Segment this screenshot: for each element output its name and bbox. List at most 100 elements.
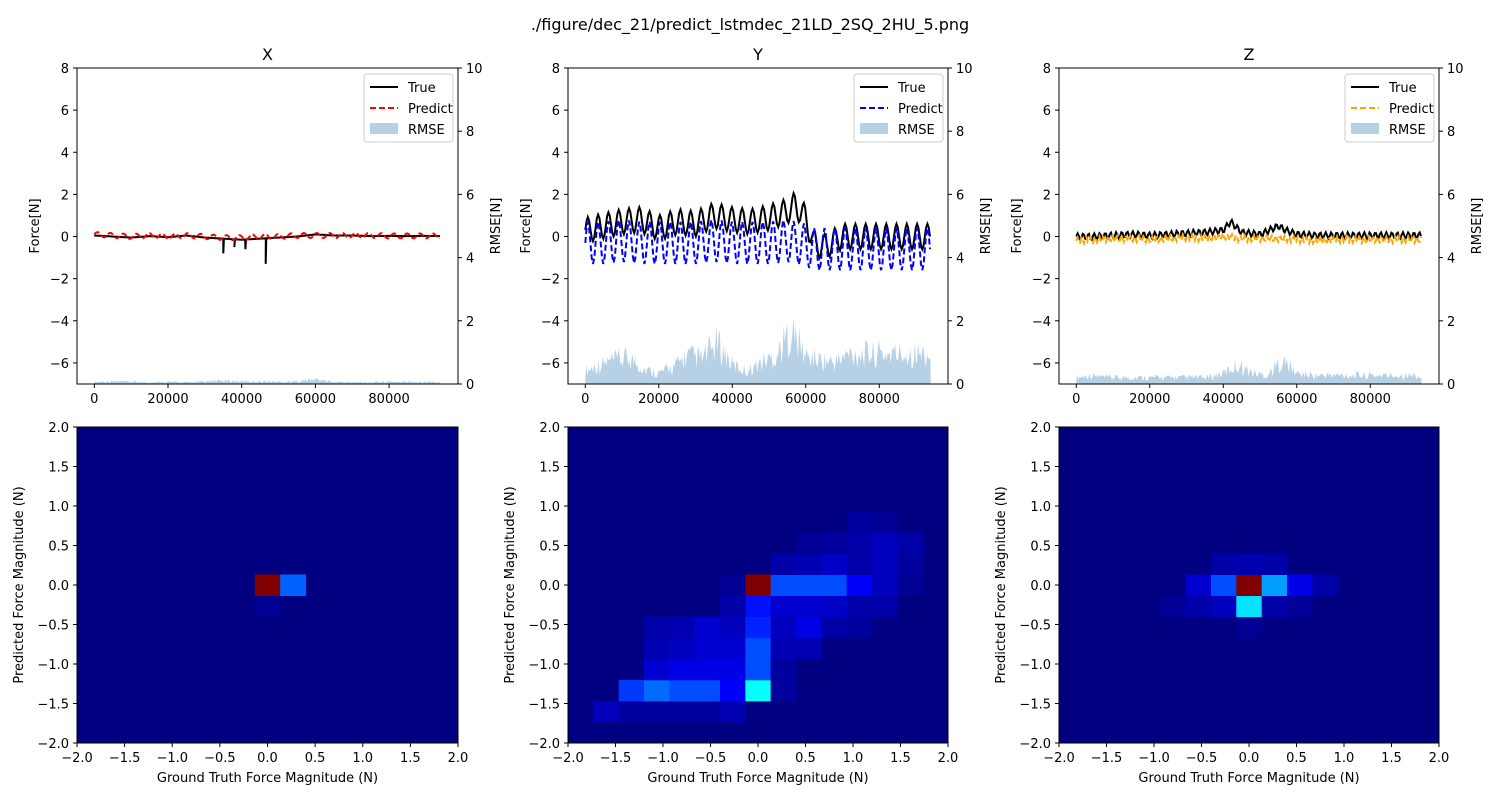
legend-label: Predict — [1389, 102, 1434, 117]
y-tick-label: 6 — [61, 104, 69, 119]
heatmap-cell — [694, 637, 721, 660]
y-tick-label: 8 — [61, 62, 69, 77]
heatmap-cell — [897, 574, 924, 597]
axes-frame — [1058, 67, 1440, 385]
heatmap-cell — [1261, 553, 1288, 575]
heatmap-cell — [644, 616, 670, 639]
y2-axis-label: RMSE[N] — [489, 198, 504, 255]
y2-tick-label: 4 — [466, 252, 474, 267]
heatmap-cell — [770, 595, 797, 618]
x-tick-label: −1.5 — [1091, 751, 1123, 766]
heatmap-cell — [1211, 595, 1237, 618]
y2-tick-label: 0 — [466, 378, 474, 393]
y-tick-label: −0.5 — [1019, 619, 1051, 634]
heatmap-cell — [872, 511, 898, 533]
plot-area — [584, 190, 931, 384]
legend-label: True — [897, 81, 926, 96]
y2-tick-label: 2 — [956, 315, 964, 330]
heatmap-cell — [745, 616, 772, 639]
y-tick-label: 0.5 — [48, 540, 69, 555]
x-axis-label: Ground Truth Force Magnitude (N) — [157, 771, 378, 786]
chart-panel-4: −2.0 −1.5 −1.0 −0.5 0.0 0.5 1.0 1.5 2.0−2.0−1.5−… — [12, 421, 468, 786]
figure-suptitle: ./figure/dec_21/predict_lstmdec_21LD_2SQ… — [531, 15, 969, 35]
x-tick-label: 80000 — [1350, 392, 1391, 407]
y2-tick-label: 6 — [1447, 188, 1455, 203]
y-tick-label: 0.5 — [1030, 540, 1051, 555]
x-tick-label: 0 — [1072, 392, 1080, 407]
legend-label: True — [407, 81, 436, 96]
y-tick-label: −6 — [541, 357, 560, 372]
heatmap-cell — [745, 637, 772, 660]
heatmap-cell — [846, 553, 873, 575]
heatmap-cell — [669, 679, 696, 702]
heatmap-cell — [1261, 574, 1288, 597]
heatmap-cell — [745, 658, 772, 681]
y-axis-label: Force[N] — [1010, 198, 1025, 253]
x-tick-label: 1.0 — [352, 751, 373, 766]
x-tick-label: 2.0 — [448, 751, 469, 766]
y-tick-label: 8 — [1043, 62, 1051, 77]
y-tick-label: 0 — [552, 231, 560, 246]
legend-swatch-rmse — [370, 123, 398, 134]
y2-tick-label: 6 — [956, 188, 964, 203]
y-tick-label: 1.5 — [539, 461, 560, 476]
y-tick-label: 0 — [61, 231, 69, 246]
legend-label: RMSE — [408, 123, 445, 138]
y-tick-label: 0.0 — [48, 579, 69, 594]
heatmap-cell — [846, 511, 873, 533]
x-tick-label: 60000 — [295, 392, 336, 407]
heatmap-cell — [720, 637, 746, 660]
y-tick-label: −1.5 — [528, 698, 560, 713]
x-tick-label: 0.5 — [1286, 751, 1307, 766]
series-predict-line — [584, 219, 931, 271]
heatmap-cell — [821, 574, 848, 597]
x-tick-label: 0.5 — [795, 751, 816, 766]
y2-tick-label: 8 — [466, 125, 474, 140]
heatmap-cell — [694, 679, 721, 702]
y2-tick-label: 10 — [1447, 62, 1464, 77]
y-axis-label: Predicted Force Magnitude (N) — [12, 486, 27, 683]
series-rmse-fill — [94, 378, 441, 384]
y-tick-label: −2.0 — [1019, 737, 1051, 752]
x-tick-label: −1.0 — [156, 751, 188, 766]
heatmap-cell — [694, 616, 721, 639]
x-tick-label: 2.0 — [1429, 751, 1450, 766]
chart-panel-5: −2.0 −1.5 −1.0 −0.5 0.0 0.5 1.0 1.5 2.0−2.0−1.5−… — [503, 421, 958, 786]
heatmap-cell — [846, 616, 873, 639]
legend-label: RMSE — [898, 123, 935, 138]
x-tick-label: 20000 — [638, 392, 679, 407]
heatmap-cell — [1236, 616, 1263, 639]
x-tick-label: 80000 — [368, 392, 409, 407]
legend-swatch-rmse — [1351, 123, 1379, 134]
heatmap-cell — [796, 574, 822, 597]
y2-tick-label: 10 — [466, 62, 483, 77]
heatmap-cell — [846, 595, 873, 618]
heatmap-cell — [618, 679, 645, 702]
heatmap-cell — [1236, 595, 1263, 618]
heatmap-cell — [745, 679, 772, 702]
heatmap-cell — [254, 574, 281, 597]
y-tick-label: 4 — [61, 146, 69, 161]
legend-label: Predict — [408, 102, 453, 117]
x-tick-label: −1.5 — [109, 751, 141, 766]
heatmap-cell — [897, 532, 924, 554]
x-tick-label: 40000 — [1203, 392, 1244, 407]
x-tick-label: 0 — [581, 392, 589, 407]
y-axis-label: Predicted Force Magnitude (N) — [994, 486, 1009, 683]
x-tick-label: 80000 — [859, 392, 900, 407]
heatmap-cell — [669, 637, 696, 660]
y2-axis-label: RMSE[N] — [1470, 198, 1485, 255]
y-tick-label: −1.0 — [1019, 658, 1051, 673]
y-tick-label: 2.0 — [1030, 421, 1051, 436]
y-tick-label: −1.0 — [528, 658, 560, 673]
x-axis-label: Ground Truth Force Magnitude (N) — [647, 771, 868, 786]
heatmap-cell — [821, 616, 848, 639]
panels: X0 20000 40000 60000 80000−6−4−2024680246810… — [12, 45, 1485, 786]
chart-panel-2: Y 0 20000 40000 60000 80000 −6 −4 −2 0 2 4 6 8 0 2 4 6 8 10… — [519, 45, 994, 407]
x-tick-label: 40000 — [221, 392, 262, 407]
y-tick-label: 1.5 — [1030, 461, 1051, 476]
chart-panel-1: X 0 20000 40000 60000 80000 −6 −4 −2 0 2 4 6 8 0 2 4 6 8 10… — [28, 45, 504, 407]
y-tick-label: 2 — [552, 188, 560, 203]
heatmap-cell — [872, 532, 898, 554]
